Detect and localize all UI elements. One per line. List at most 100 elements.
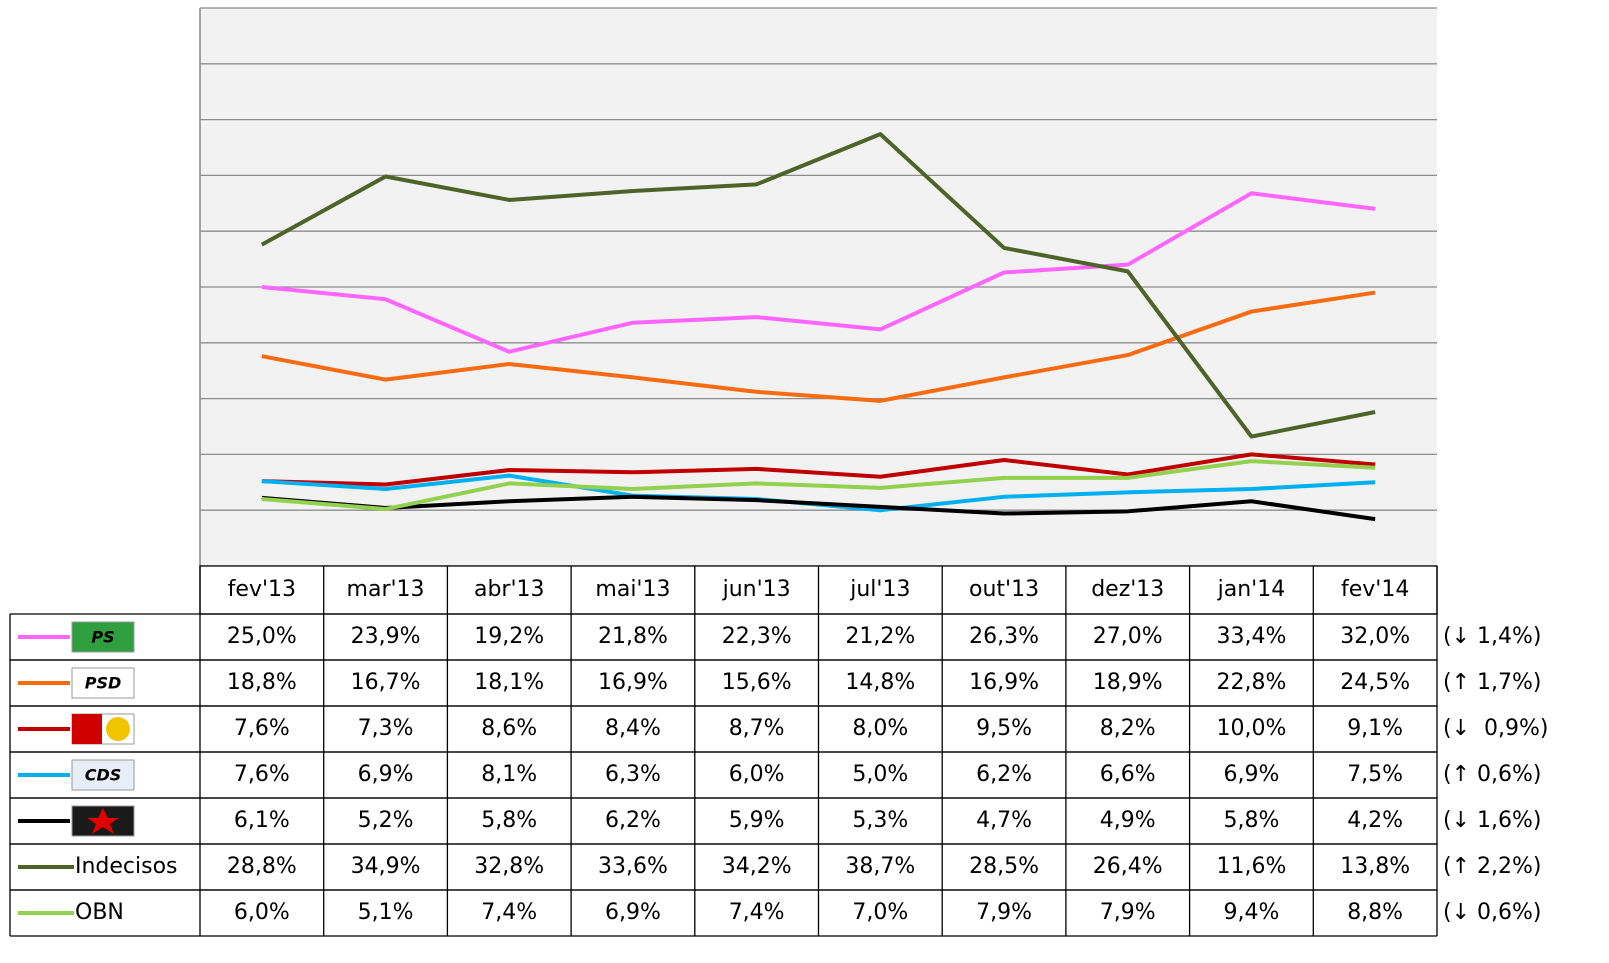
legend-logo <box>87 808 119 834</box>
data-label: 28,8% <box>227 854 297 879</box>
data-label: 18,9% <box>1093 670 1163 695</box>
change-label: (↓ 1,6%) <box>1443 808 1541 833</box>
data-label: 6,2% <box>605 808 661 833</box>
data-label: 16,9% <box>969 670 1039 695</box>
change-label: (↑ 2,2%) <box>1443 854 1541 879</box>
data-label: 7,4% <box>481 900 537 925</box>
series-line <box>260 132 1376 439</box>
data-label: 8,8% <box>1347 900 1403 925</box>
change-label: (↓ 1,4%) <box>1443 624 1541 649</box>
data-label: 5,3% <box>852 808 908 833</box>
data-label: 7,6% <box>234 716 290 741</box>
legend-logo <box>71 667 135 699</box>
data-label: 4,2% <box>1347 808 1403 833</box>
legend-logo <box>71 621 135 653</box>
x-tick-label: fev'13 <box>228 577 296 602</box>
data-label: 4,9% <box>1100 808 1156 833</box>
legend-label: CDS <box>85 766 122 785</box>
x-tick-label: jun'13 <box>722 577 791 602</box>
series-line <box>261 494 1376 522</box>
series-line <box>261 452 1376 487</box>
change-label: (↓ 0,6%) <box>1443 900 1541 925</box>
data-label: 24,5% <box>1340 670 1410 695</box>
data-label: 33,4% <box>1217 624 1287 649</box>
data-label: 5,8% <box>481 808 537 833</box>
data-label: 7,5% <box>1347 762 1403 787</box>
legend-label: Indecisos <box>75 854 178 879</box>
x-tick-label: out'13 <box>969 577 1039 602</box>
series-line <box>261 191 1376 354</box>
data-label: 6,2% <box>976 762 1032 787</box>
data-label: 26,4% <box>1093 854 1163 879</box>
x-tick-label: dez'13 <box>1091 577 1164 602</box>
data-label: 8,0% <box>852 716 908 741</box>
data-label: 27,0% <box>1093 624 1163 649</box>
data-label: 21,8% <box>598 624 668 649</box>
data-label: 13,8% <box>1340 854 1410 879</box>
data-label: 22,3% <box>722 624 792 649</box>
data-label: 22,8% <box>1217 670 1287 695</box>
data-label: 7,9% <box>976 900 1032 925</box>
data-label: 6,9% <box>1223 762 1279 787</box>
legend-label: PS <box>91 628 114 647</box>
data-label: 16,9% <box>598 670 668 695</box>
data-label: 26,3% <box>969 624 1039 649</box>
x-tick-label: jan'14 <box>1217 577 1286 602</box>
data-label: 34,9% <box>351 854 421 879</box>
data-label: 28,5% <box>969 854 1039 879</box>
data-label: 8,6% <box>481 716 537 741</box>
x-tick-label: jul'13 <box>849 577 910 602</box>
data-label: 7,6% <box>234 762 290 787</box>
x-tick-label: mar'13 <box>347 577 425 602</box>
series-line <box>261 459 1376 512</box>
data-label: 6,9% <box>605 900 661 925</box>
data-label: 5,0% <box>852 762 908 787</box>
data-label: 11,6% <box>1217 854 1287 879</box>
data-label: 6,0% <box>729 762 785 787</box>
data-label: 4,7% <box>976 808 1032 833</box>
data-label: 34,2% <box>722 854 792 879</box>
data-label: 5,9% <box>729 808 785 833</box>
data-label: 8,2% <box>1100 716 1156 741</box>
legend-label: OBN <box>75 900 124 925</box>
data-label: 21,2% <box>845 624 915 649</box>
data-label: 8,7% <box>729 716 785 741</box>
data-label: 7,3% <box>358 716 414 741</box>
data-label: 7,9% <box>1100 900 1156 925</box>
data-label: 5,8% <box>1223 808 1279 833</box>
data-label: 7,0% <box>852 900 908 925</box>
data-label: 6,6% <box>1100 762 1156 787</box>
legend-logo <box>71 759 135 791</box>
data-label: 32,8% <box>474 854 544 879</box>
data-label: 19,2% <box>474 624 544 649</box>
change-label: (↑ 1,7%) <box>1443 670 1541 695</box>
data-label: 38,7% <box>845 854 915 879</box>
data-label: 6,9% <box>358 762 414 787</box>
data-label: 25,0% <box>227 624 297 649</box>
x-tick-label: abr'13 <box>474 577 545 602</box>
x-tick-label: fev'14 <box>1341 577 1409 602</box>
data-label: 5,1% <box>358 900 414 925</box>
legend-logo <box>72 714 102 744</box>
data-label: 9,5% <box>976 716 1032 741</box>
data-label: 9,4% <box>1223 900 1279 925</box>
data-label: 9,1% <box>1347 716 1403 741</box>
x-tick-label: mai'13 <box>595 577 670 602</box>
data-label: 18,8% <box>227 670 297 695</box>
data-label: 15,6% <box>722 670 792 695</box>
data-label: 6,3% <box>605 762 661 787</box>
data-label: 33,6% <box>598 854 668 879</box>
data-label: 8,4% <box>605 716 661 741</box>
data-label: 8,1% <box>481 762 537 787</box>
data-label: 6,1% <box>234 808 290 833</box>
data-label: 18,1% <box>474 670 544 695</box>
data-label: 6,0% <box>234 900 290 925</box>
series-line <box>261 290 1376 403</box>
change-label: (↓ 0,9%) <box>1443 716 1548 741</box>
data-label: 32,0% <box>1340 624 1410 649</box>
data-label: 7,4% <box>729 900 785 925</box>
data-label: 23,9% <box>351 624 421 649</box>
data-label: 5,2% <box>358 808 414 833</box>
legend-label: PSD <box>85 674 122 693</box>
